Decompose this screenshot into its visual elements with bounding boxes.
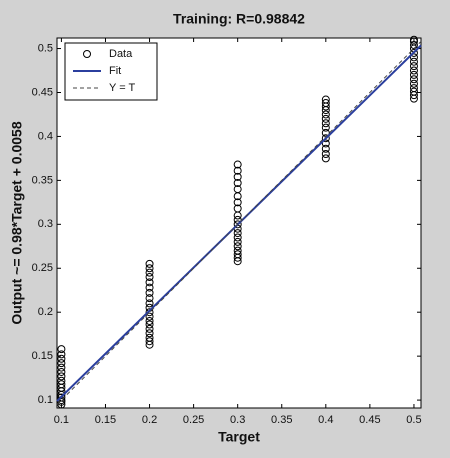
x-tick-label: 0.1 — [54, 414, 69, 426]
data-point — [321, 110, 330, 119]
data-point — [145, 259, 154, 268]
data-point — [321, 154, 330, 163]
y-tick-label: 0.4 — [38, 130, 53, 142]
x-tick-label: 0.3 — [230, 414, 245, 426]
y-axis-label: Output ~= 0.98*Target + 0.0058 — [9, 121, 25, 324]
data-point — [321, 114, 330, 123]
data-point — [233, 237, 242, 246]
data-point — [145, 329, 154, 338]
data-point — [409, 84, 418, 93]
x-tick-label: 0.4 — [318, 414, 333, 426]
data-point — [409, 53, 418, 62]
data-point — [145, 278, 154, 287]
data-point — [145, 337, 154, 346]
data-point — [409, 87, 418, 96]
x-tick-label: 0.15 — [95, 414, 116, 426]
x-tick-label: 0.35 — [271, 414, 292, 426]
data-point — [233, 250, 242, 259]
data-point — [321, 123, 330, 132]
data-point — [409, 75, 418, 84]
data-point — [321, 99, 330, 108]
data-point — [145, 273, 154, 282]
y-tick-label: 0.3 — [38, 218, 53, 230]
data-point — [57, 372, 66, 381]
chart-title: Training: R=0.98842 — [173, 11, 305, 27]
data-point — [321, 119, 330, 128]
x-tick-label: 0.5 — [406, 414, 421, 426]
data-point — [145, 308, 154, 317]
legend-label: Fit — [109, 65, 121, 77]
y-tick-label: 0.15 — [32, 350, 53, 362]
x-tick-label: 0.25 — [183, 414, 204, 426]
data-point — [145, 320, 154, 329]
x-tick-label: 0.45 — [359, 414, 380, 426]
legend-label: Data — [109, 48, 133, 60]
data-point — [57, 354, 66, 363]
data-point — [57, 350, 66, 359]
data-point — [145, 264, 154, 273]
data-point — [409, 57, 418, 66]
data-point — [233, 185, 242, 194]
data-point — [321, 134, 330, 143]
data-point — [321, 150, 330, 159]
data-point — [409, 70, 418, 79]
y-tick-label: 0.2 — [38, 306, 53, 318]
data-point — [145, 283, 154, 292]
data-point — [145, 333, 154, 342]
legend-label: Y = T — [109, 82, 135, 94]
line — [56, 41, 422, 405]
data-point — [57, 380, 66, 389]
data-point — [233, 166, 242, 175]
y-tick-label: 0.5 — [38, 42, 53, 54]
data-point — [57, 393, 66, 402]
legend-marker — [83, 50, 91, 58]
data-point — [233, 204, 242, 213]
data-point — [409, 79, 418, 88]
data-point — [409, 35, 418, 44]
data-point — [145, 288, 154, 297]
data-point — [145, 316, 154, 325]
data-point — [145, 268, 154, 277]
data-point — [57, 363, 66, 372]
x-axis-label: Target — [218, 429, 260, 445]
data-point — [57, 367, 66, 376]
data-point — [233, 242, 242, 251]
data-point — [321, 139, 330, 148]
data-point — [409, 48, 418, 57]
data-point — [57, 376, 66, 385]
data-point — [233, 233, 242, 242]
x-tick-label: 0.2 — [142, 414, 157, 426]
y-tick-label: 0.35 — [32, 174, 53, 186]
data-point — [57, 345, 66, 354]
y-tick-label: 0.1 — [38, 394, 53, 406]
data-point — [145, 324, 154, 333]
data-point — [409, 66, 418, 75]
data-point — [57, 359, 66, 368]
data-point — [321, 144, 330, 153]
data-point — [233, 160, 242, 169]
data-point — [233, 220, 242, 229]
data-point — [145, 294, 154, 303]
data-point — [233, 246, 242, 255]
data-point — [233, 198, 242, 207]
data-point — [145, 299, 154, 308]
data-point — [409, 62, 418, 71]
y-tick-label: 0.45 — [32, 86, 53, 98]
data-point — [233, 179, 242, 188]
data-point — [321, 95, 330, 104]
data-point — [233, 172, 242, 181]
y-tick-label: 0.25 — [32, 262, 53, 274]
line — [56, 44, 422, 402]
data-point — [145, 312, 154, 321]
data-point — [233, 229, 242, 238]
